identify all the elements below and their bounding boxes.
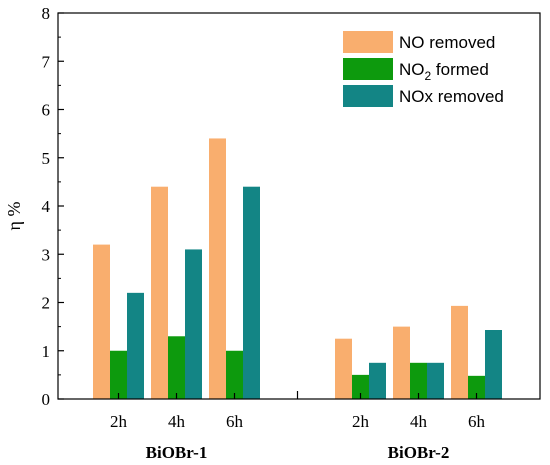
legend-label-main: NO [399,33,425,52]
bar-nox-biobr-1-4h [185,249,202,399]
bar-nox-biobr-1-2h [127,292,144,399]
y-tick-label: 5 [42,149,51,168]
legend-label-main: NO [399,60,425,79]
legend-label-rest: removed [433,87,504,106]
bar-nox-biobr-2-4h [427,362,444,399]
x-tick-label: 2h [352,412,370,431]
legend-swatch [343,85,393,107]
bar-no-biobr-1-2h [93,244,110,399]
bar-no2-biobr-1-4h [168,336,185,399]
legend-label: NO2 formed [399,60,489,83]
legend-label-main: NOx [399,87,434,106]
legend-label-rest: formed [431,60,489,79]
bar-nox-biobr-1-6h [243,186,260,399]
y-tick-label: 1 [42,342,51,361]
plot-area [93,138,502,399]
y-axis: 0 1 2 3 4 5 6 7 8 [42,4,64,409]
legend-label: NOx removed [399,87,504,106]
legend-label-subscript: 2 [425,69,432,83]
bar-no-biobr-2-2h [335,338,352,399]
bar-no2-biobr-2-2h [352,374,369,399]
y-tick-label: 6 [42,101,51,120]
bar-nox-biobr-2-2h [369,362,386,399]
x-tick-label: 6h [468,412,486,431]
bar-no2-biobr-2-6h [468,375,485,399]
y-tick-label: 3 [42,245,51,264]
legend-swatch [343,31,393,53]
x-tick-label: 4h [168,412,186,431]
y-axis-title: η % [4,202,24,231]
bar-no2-biobr-1-6h [226,350,243,399]
bar-no2-biobr-1-2h [110,350,127,399]
legend-label-rest: removed [425,33,496,52]
bar-no2-biobr-2-4h [410,362,427,399]
x-axis: 2h 4h 6h BiOBr-1 2h 4h 6h BiOBr-2 [110,391,486,462]
legend-swatch [343,58,393,80]
group-label: BiOBr-1 [146,443,208,462]
x-tick-label: 2h [110,412,128,431]
bar-no-biobr-1-4h [151,186,168,399]
bar-no-biobr-2-4h [393,326,410,399]
bar-no-biobr-1-6h [209,138,226,399]
bar-nox-biobr-2-6h [485,330,502,399]
y-tick-label: 4 [42,197,51,216]
group-label: BiOBr-2 [388,443,450,462]
y-tick-label: 7 [42,52,51,71]
legend-label: NO removed [399,33,495,52]
y-tick-label: 0 [42,390,51,409]
bar-no-biobr-2-6h [451,305,468,399]
y-tick-label: 8 [42,4,51,23]
y-tick-label: 2 [42,294,51,313]
x-tick-label: 4h [410,412,428,431]
x-tick-label: 6h [226,412,244,431]
